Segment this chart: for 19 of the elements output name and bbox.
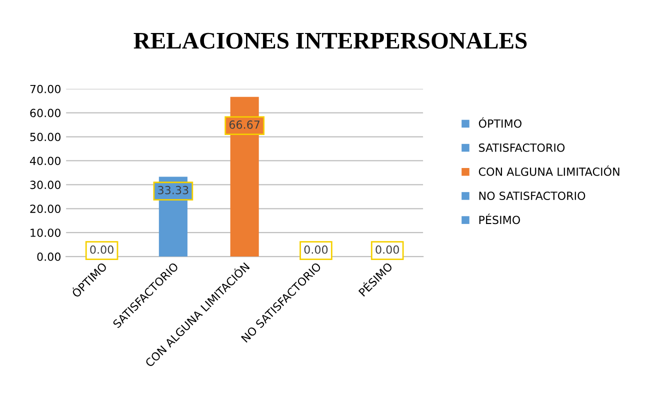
y-tick-label: 20.00 bbox=[30, 204, 60, 214]
legend-label: NO SATISFACTORIO bbox=[479, 192, 586, 200]
data-label: 0.00 bbox=[90, 245, 114, 254]
y-tick-label: 0.00 bbox=[37, 252, 60, 261]
y-tick-label: 50.00 bbox=[30, 132, 60, 142]
y-tick-label: 70.00 bbox=[30, 84, 60, 94]
y-tick-label: 40.00 bbox=[30, 156, 60, 166]
y-tick-label: 30.00 bbox=[30, 180, 60, 190]
data-label: 33.33 bbox=[158, 186, 188, 194]
legend-label: SATISFACTORIO bbox=[478, 143, 565, 152]
legend-label: CON ALGUNA LIMITACIÓN bbox=[478, 165, 620, 176]
y-tick-label: 10.00 bbox=[30, 228, 60, 237]
data-label: 0.00 bbox=[304, 245, 328, 254]
legend-label: ÓPTIMO bbox=[478, 117, 522, 128]
chart-title: RELACIONES INTERPERSONALES bbox=[134, 32, 527, 49]
data-label: 0.00 bbox=[376, 245, 399, 254]
legend-label: PÉSIMO bbox=[479, 214, 520, 224]
y-tick-label: 60.00 bbox=[30, 108, 60, 118]
data-label: 66.67 bbox=[229, 120, 260, 129]
